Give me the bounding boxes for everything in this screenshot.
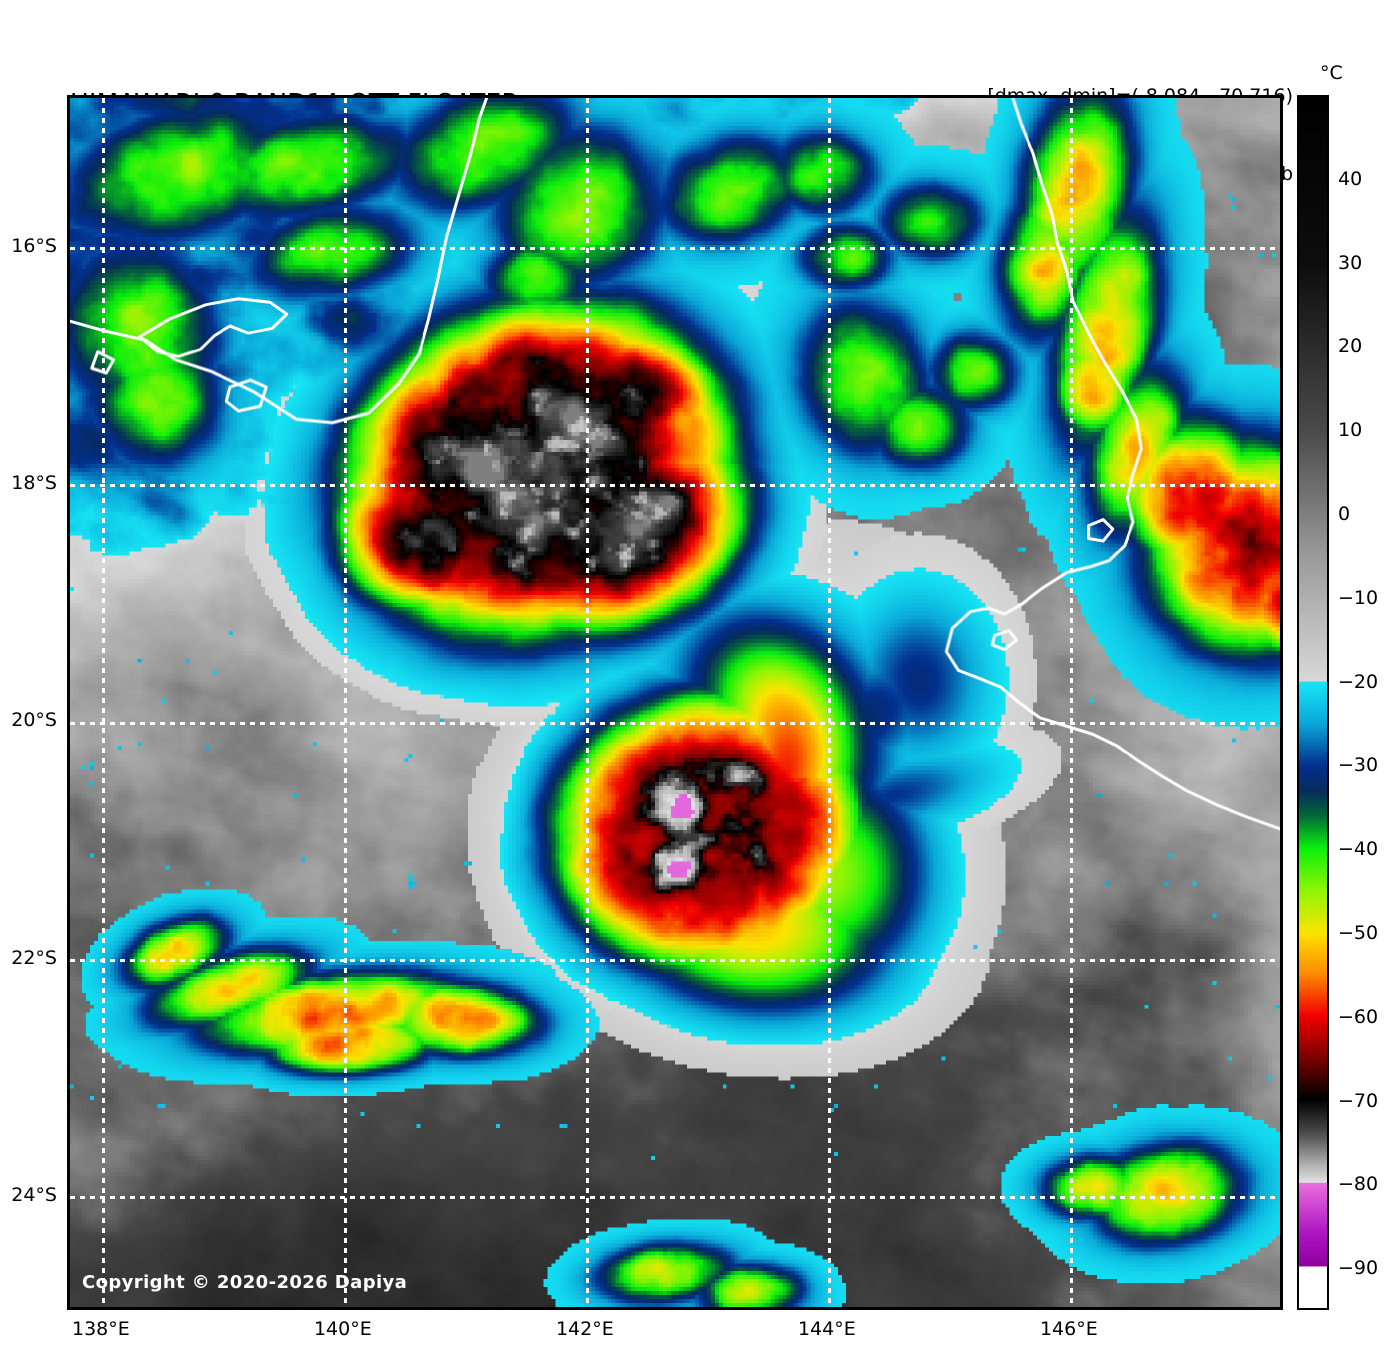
colorbar-tick-label: −90 [1338,1257,1379,1280]
colorbar-tick-label: −30 [1338,754,1379,777]
x-tick-label: 142°E [555,1318,614,1340]
colorbar-tick-label: −80 [1338,1173,1379,1196]
colorbar-tick-label: −50 [1338,921,1379,944]
colorbar-tick-label: −40 [1338,838,1379,861]
y-tick-label: 18°S [11,471,57,494]
y-tick-label: 16°S [11,234,57,257]
colorbar-tick-label: 30 [1338,251,1363,274]
colorbar-tick-label: −20 [1338,670,1379,693]
copyright-label: Copyright © 2020-2026 Dapiya [82,1272,408,1293]
colorbar-gradient [1299,97,1327,1308]
colorbar-units-label: °C [1320,62,1343,84]
x-tick-label: 146°E [1039,1318,1098,1340]
x-tick-label: 140°E [313,1318,372,1340]
coastline-overlay [70,98,1280,1307]
colorbar-tick-label: −10 [1338,586,1379,609]
satellite-imagery-canvas [70,98,1280,1307]
y-tick-label: 20°S [11,709,57,732]
colorbar-tick-label: 10 [1338,419,1363,442]
colorbar-tick-label: 0 [1338,502,1351,525]
colorbar-tick-label: −60 [1338,1005,1379,1028]
y-tick-label: 22°S [11,946,57,969]
colorbar[interactable] [1297,95,1329,1310]
colorbar-tick-label: −70 [1338,1089,1379,1112]
x-tick-label: 144°E [797,1318,856,1340]
y-tick-label: 24°S [11,1183,57,1206]
satellite-image-plot[interactable]: Copyright © 2020-2026 Dapiya [67,95,1283,1310]
colorbar-tick-label: 20 [1338,335,1363,358]
colorbar-tick-label: 40 [1338,167,1363,190]
x-tick-label: 138°E [71,1318,130,1340]
